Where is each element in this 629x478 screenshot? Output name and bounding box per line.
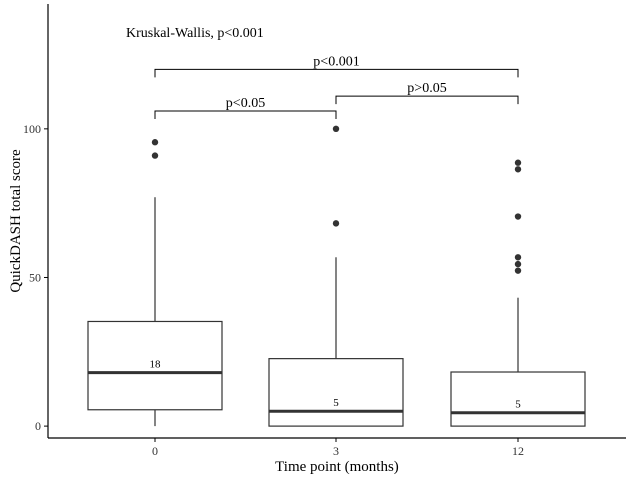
outlier-12-3 [514, 254, 522, 261]
y-axis-title: QuickDASH total score [8, 149, 24, 293]
bracket-line-3-12 [335, 95, 519, 105]
outlier-12-5 [514, 267, 522, 274]
box-12 [450, 371, 586, 427]
outlier-0-1 [151, 152, 159, 159]
outlier-3-1 [332, 220, 340, 227]
bracket-label-0-3: p<0.05 [226, 96, 265, 111]
outlier-12-0 [514, 159, 522, 166]
plot-area: 185 5 [87, 125, 586, 427]
ticks: 0 50 100 0 3 12 [23, 122, 524, 458]
bracket-3-12: p>0.05 [335, 81, 519, 105]
outlier-12-4 [514, 260, 522, 268]
median-label-0: 18 [150, 359, 162, 371]
x-tick-label-12: 12 [512, 444, 524, 458]
axes [47, 4, 626, 439]
outlier-12-2 [514, 213, 522, 220]
box-group-0: 18 [87, 139, 223, 427]
bracket-0-12: p<0.001 [154, 54, 519, 78]
bracket-line-0-3 [154, 110, 337, 120]
bracket-label-0-12: p<0.001 [313, 54, 359, 69]
bracket-line-0-12 [154, 68, 519, 78]
box-group-3: 5 [268, 125, 404, 427]
outlier-12-1 [514, 166, 522, 173]
median-label-3: 5 [333, 397, 339, 409]
kruskal-wallis-annotation: Kruskal-Wallis, p<0.001 [126, 26, 264, 41]
bracket-0-3: p<0.05 [154, 96, 337, 120]
bracket-label-3-12: p>0.05 [407, 81, 446, 96]
box-group-12: 5 [450, 159, 586, 427]
y-tick-label-0: 0 [35, 419, 41, 433]
x-axis-title: Time point (months) [275, 459, 399, 475]
box-0 [87, 320, 223, 411]
x-tick-label-3: 3 [333, 444, 339, 458]
box-3 [268, 358, 404, 427]
median-label-12: 5 [515, 399, 521, 411]
x-tick-label-0: 0 [152, 444, 158, 458]
y-tick-label-100: 100 [23, 122, 41, 136]
outlier-3-0 [332, 125, 340, 133]
significance-brackets: p<0.05 p>0.05 p<0.001 [154, 54, 519, 120]
y-tick-label-50: 50 [29, 270, 41, 284]
outlier-0-0 [151, 139, 159, 146]
